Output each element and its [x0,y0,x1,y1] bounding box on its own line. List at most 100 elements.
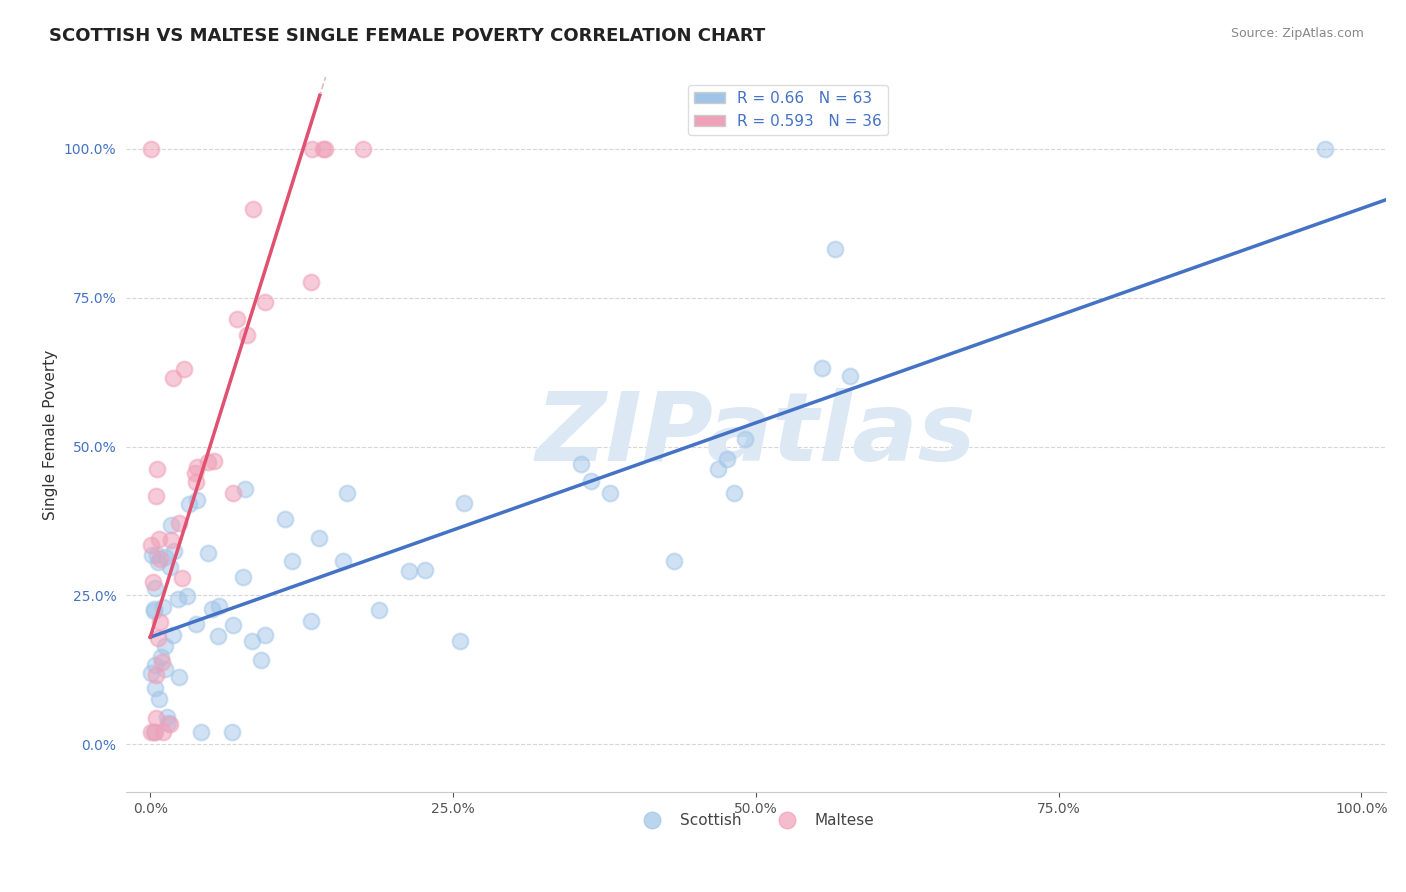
Point [453,496,475,510]
Point [299,275,322,289]
Point [336,485,359,500]
Point [145,581,167,595]
Point [141,548,163,562]
Point [186,492,208,507]
Point [149,650,172,665]
Text: ZIPatlas: ZIPatlas [536,388,976,481]
Point [716,452,738,467]
Point [274,511,297,525]
Point [160,517,183,532]
Point [221,486,243,500]
Point [142,575,165,590]
Point [143,658,166,673]
Point [145,711,167,725]
Point [159,533,181,547]
Point [177,497,200,511]
Point [143,725,166,739]
Point [579,474,602,488]
Point [146,548,169,562]
Point [145,668,167,682]
Point [662,554,685,568]
Point [449,634,471,648]
Point [153,662,176,676]
Point [150,655,173,669]
Point [810,361,832,376]
Point [149,551,172,566]
Point [232,569,254,583]
Point [734,432,756,446]
Point [250,653,273,667]
Point [153,640,176,654]
Point [166,592,188,607]
Point [242,202,264,216]
Point [240,634,263,648]
Point [312,142,335,156]
Point [299,614,322,628]
Point [173,362,195,376]
Point [176,589,198,603]
Point [314,142,336,156]
Point [139,142,162,156]
Point [706,462,728,476]
Point [723,485,745,500]
Point [207,630,229,644]
Point [156,716,179,731]
Point [352,142,374,156]
Point [141,725,163,739]
Point [143,725,166,739]
Point [253,295,276,310]
Point [824,242,846,256]
Point [225,312,247,326]
Point [186,460,208,475]
Point [162,370,184,384]
Point [368,603,391,617]
Point [143,681,166,695]
Y-axis label: Single Female Poverty: Single Female Poverty [44,350,58,520]
Point [253,628,276,642]
Point [599,485,621,500]
Point [153,549,176,564]
Point [332,554,354,568]
Point [281,554,304,568]
Point [167,516,190,531]
Point [308,531,330,545]
Point [167,670,190,684]
Point [145,489,167,503]
Point [152,600,174,615]
Point [839,368,862,383]
Point [222,617,245,632]
Point [186,475,208,489]
Point [301,142,323,156]
Point [190,725,212,739]
Point [162,627,184,641]
Point [571,458,593,472]
Point [139,538,162,552]
Point [413,563,436,577]
Point [197,455,219,469]
Point [142,602,165,616]
Point [221,725,243,739]
Point [184,616,207,631]
Legend: Scottish, Maltese: Scottish, Maltese [631,807,880,834]
Point [159,560,181,574]
Point [233,483,256,497]
Point [1313,142,1336,156]
Point [201,601,224,615]
Point [172,572,194,586]
Point [152,725,174,739]
Point [207,599,229,613]
Point [148,632,170,646]
Point [139,665,162,680]
Point [149,615,172,629]
Point [148,692,170,706]
Point [236,327,259,342]
Point [145,462,167,476]
Point [163,544,186,558]
Text: SCOTTISH VS MALTESE SINGLE FEMALE POVERTY CORRELATION CHART: SCOTTISH VS MALTESE SINGLE FEMALE POVERT… [49,27,765,45]
Point [148,532,170,546]
Point [184,466,207,480]
Text: Source: ZipAtlas.com: Source: ZipAtlas.com [1230,27,1364,40]
Point [398,564,420,578]
Point [159,717,181,731]
Point [202,453,225,467]
